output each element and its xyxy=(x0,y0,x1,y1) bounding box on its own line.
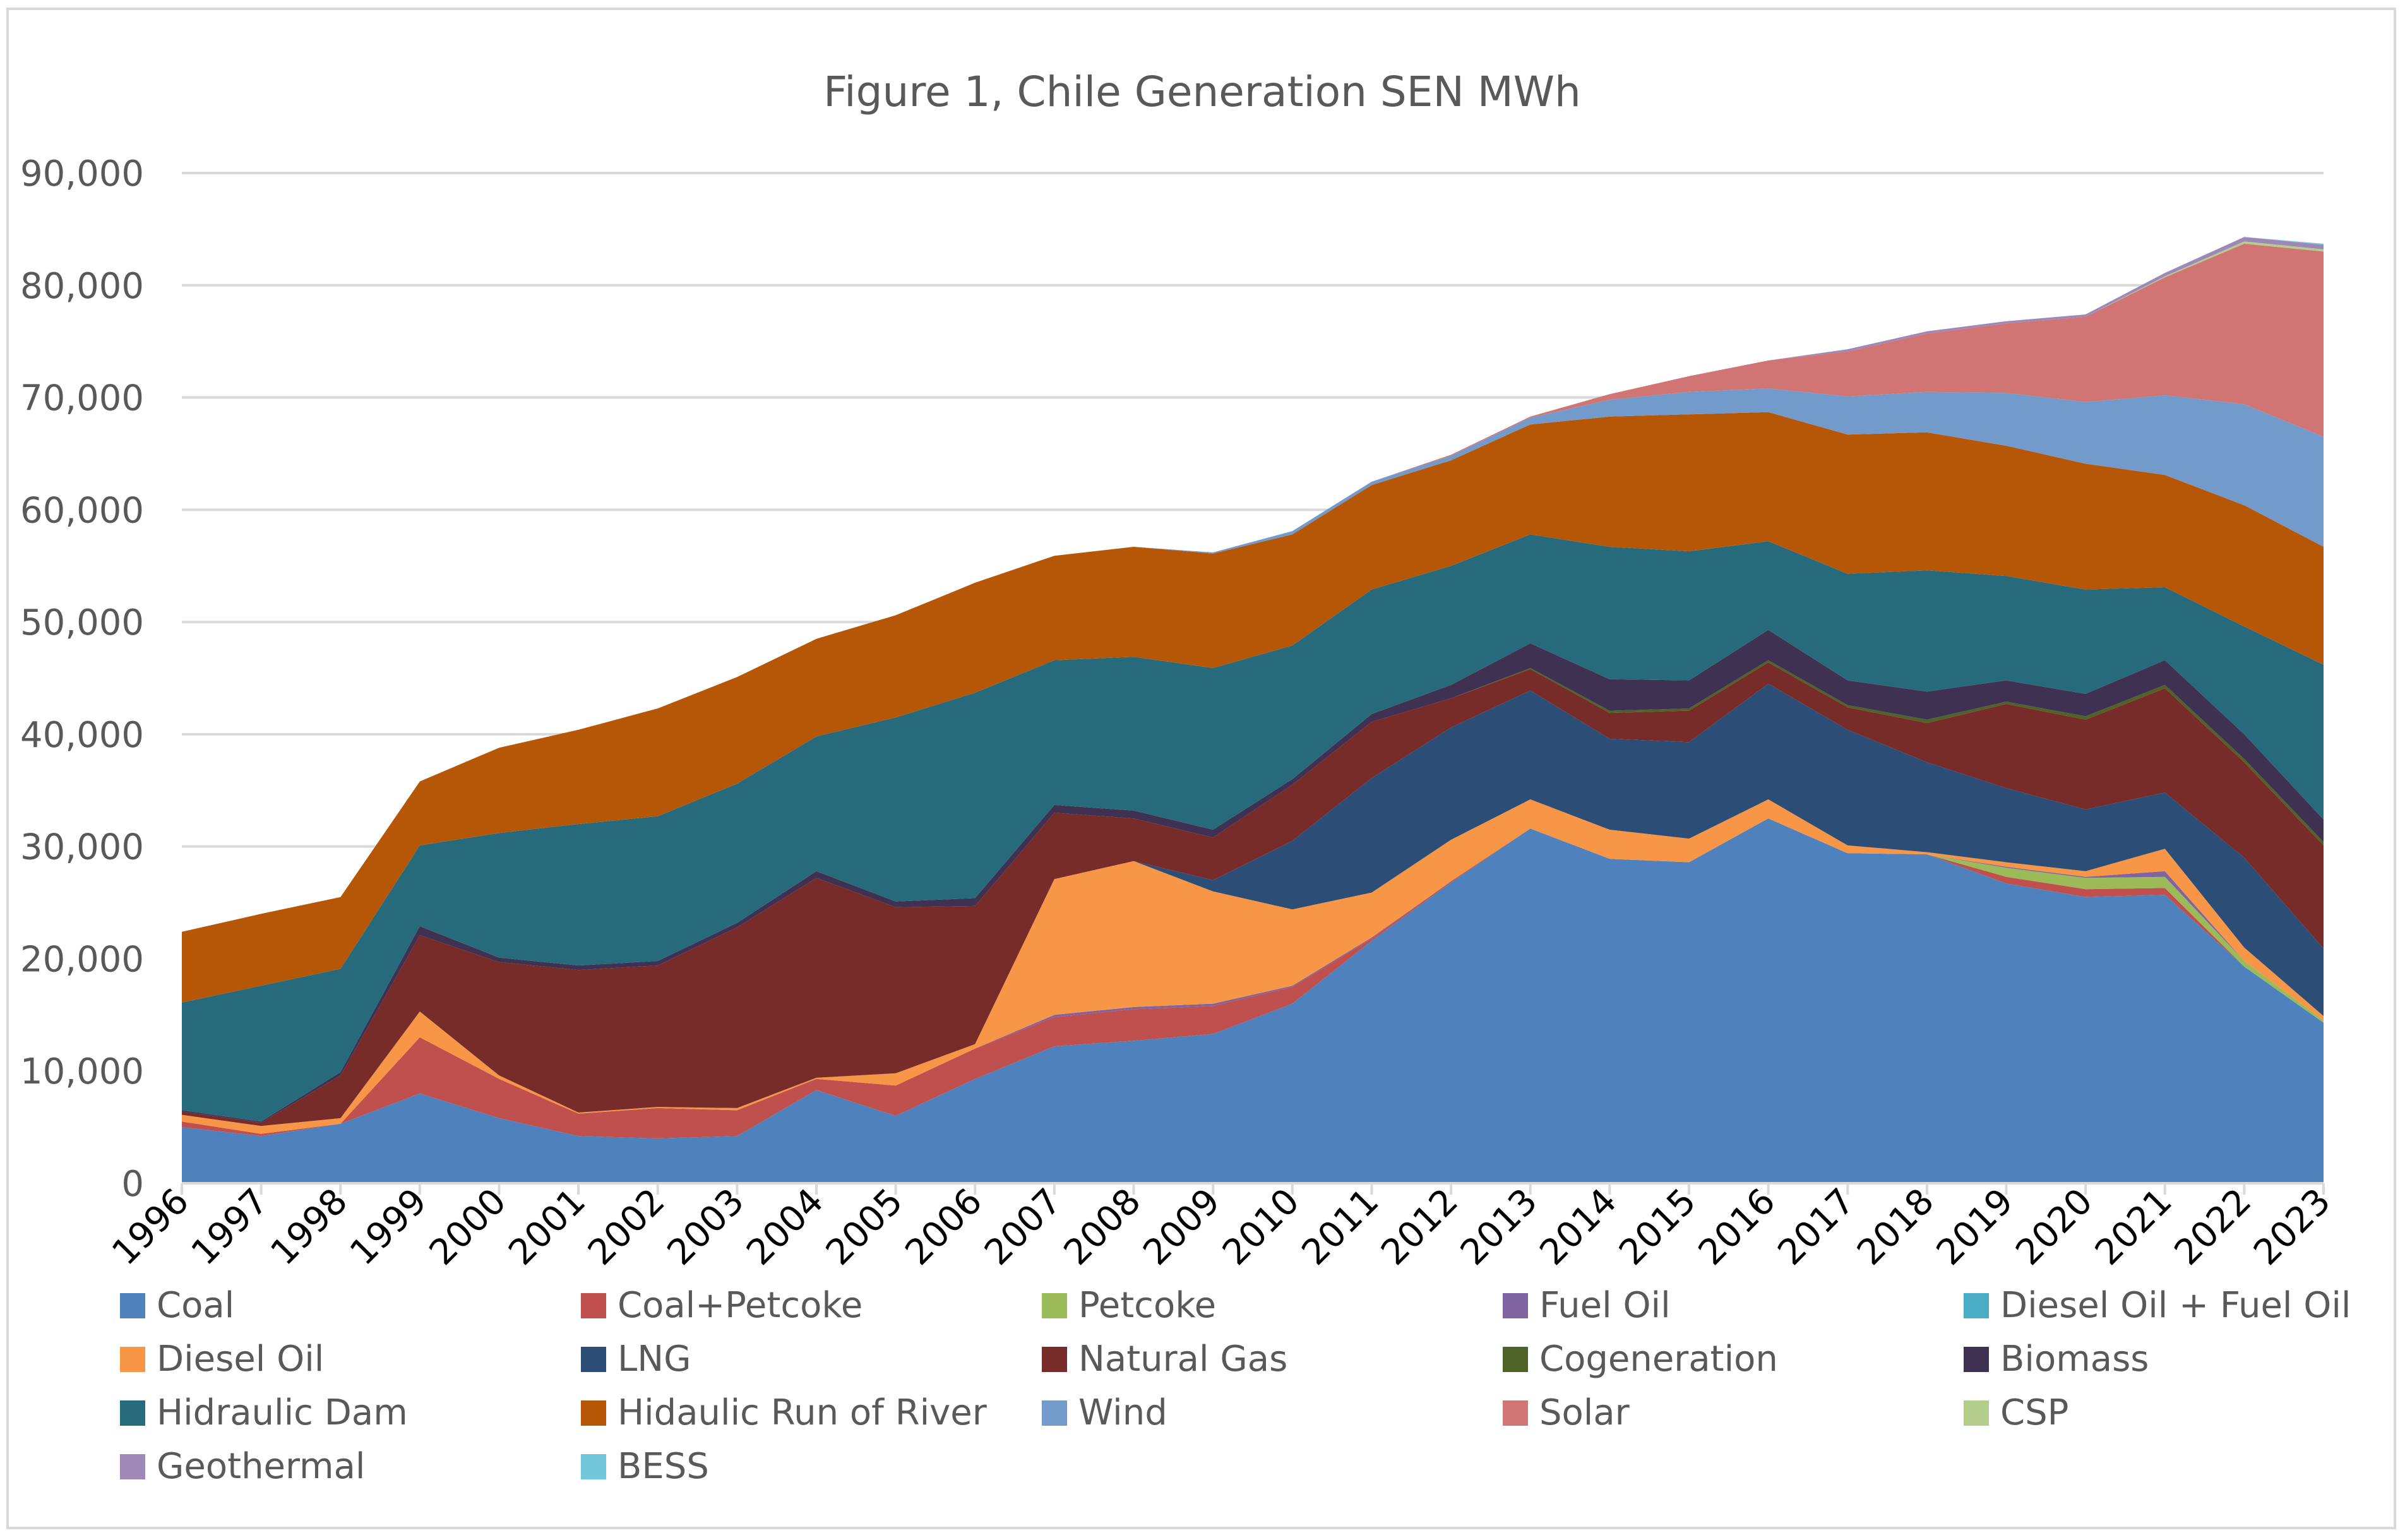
area-series-hidraulic-dam xyxy=(182,534,2324,1122)
y-axis-ticks: 0 10,000 20,000 30,000 40,000 50,000 60,000 70,… xyxy=(20,153,144,1205)
legend-label: Fuel Oil xyxy=(1539,1285,1671,1326)
y-tick-label: 30,000 xyxy=(20,827,144,868)
y-tick-label: 60,000 xyxy=(20,490,144,531)
legend-label: Hidaulic Run of River xyxy=(618,1392,988,1433)
area-series-diesel-oil xyxy=(182,799,2324,1134)
legend-swatch xyxy=(120,1454,145,1479)
y-tick-label: 20,000 xyxy=(20,939,144,980)
area-series-coal xyxy=(182,818,2324,1183)
legend-label: CSP xyxy=(2000,1392,2068,1433)
legend-swatch xyxy=(581,1347,606,1372)
legend-swatch xyxy=(1042,1293,1067,1318)
y-tick-label: 70,000 xyxy=(20,378,144,419)
y-tick-label: 80,000 xyxy=(20,266,144,307)
y-tick-label: 40,000 xyxy=(20,715,144,756)
legend-swatch xyxy=(120,1293,145,1318)
legend-label: LNG xyxy=(618,1339,691,1380)
legend-swatch xyxy=(581,1400,606,1426)
area-series-natural-gas xyxy=(182,662,2324,1126)
legend-swatch xyxy=(1503,1293,1528,1318)
legend-swatch xyxy=(1503,1400,1528,1426)
legend-label: Biomass xyxy=(2000,1339,2149,1380)
legend-label: Natural Gas xyxy=(1078,1339,1287,1380)
legend-label: BESS xyxy=(618,1446,709,1487)
y-tick-label: 90,000 xyxy=(20,153,144,194)
legend-swatch xyxy=(120,1347,145,1372)
legend-swatch xyxy=(1964,1293,1989,1318)
area-series-lng xyxy=(182,683,2324,1126)
legend-label: Geothermal xyxy=(157,1446,365,1487)
legend-swatch xyxy=(1964,1400,1989,1426)
legend-swatch xyxy=(1042,1400,1067,1426)
y-tick-label: 50,000 xyxy=(20,602,144,643)
legend-label: Wind xyxy=(1078,1392,1167,1433)
legend-label: Coal+Petcoke xyxy=(618,1285,862,1326)
y-tick-label: 10,000 xyxy=(20,1051,144,1092)
legend-swatch xyxy=(1964,1347,1989,1372)
area-series-solar xyxy=(182,244,2324,932)
area-series-hidaulic-run-of-river xyxy=(182,412,2324,1003)
legend-label: Diesel Oil xyxy=(157,1339,324,1380)
legend-swatch xyxy=(1042,1347,1067,1372)
legend-label: Coal xyxy=(157,1285,234,1326)
area-series-wind xyxy=(182,388,2324,932)
legend-label: Cogeneration xyxy=(1539,1339,1778,1380)
legend-swatch xyxy=(120,1400,145,1426)
x-axis-ticks: 1996199719981999200020012002200320042005… xyxy=(104,1181,2339,1274)
plot-areas xyxy=(182,237,2324,1183)
legend-swatch xyxy=(581,1454,606,1479)
y-tick-label: 0 xyxy=(121,1164,144,1205)
legend-label: Hidraulic Dam xyxy=(157,1392,408,1433)
legend-swatch xyxy=(581,1293,606,1318)
legend-label: Solar xyxy=(1539,1392,1630,1433)
legend-label: Diesel Oil + Fuel Oil xyxy=(2000,1285,2351,1326)
legend-label: Petcoke xyxy=(1078,1285,1216,1326)
chart-title: Figure 1, Chile Generation SEN MWh xyxy=(823,68,1581,116)
x-axis xyxy=(181,1182,2325,1195)
legend: Coal Coal+Petcoke Petcoke Fuel Oil Diesel Oi… xyxy=(120,1285,2351,1487)
legend-swatch xyxy=(1503,1347,1528,1372)
